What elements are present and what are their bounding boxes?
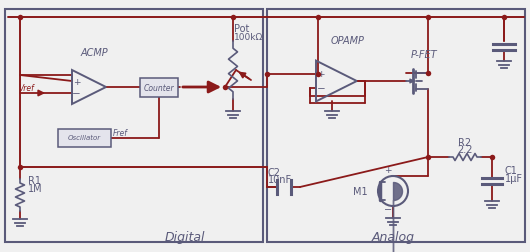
Text: 10nF: 10nF [268,174,292,184]
Text: −: − [317,84,325,94]
Text: C2: C2 [268,167,281,177]
Text: C1: C1 [505,165,518,175]
Text: Vref: Vref [18,84,34,93]
Text: −: − [72,89,81,99]
Text: 1μF: 1μF [505,173,523,183]
Text: OPAMP: OPAMP [331,36,365,46]
FancyBboxPatch shape [57,129,110,147]
Text: 100kΩ: 100kΩ [234,33,263,42]
Text: −: − [384,204,392,214]
Text: Fref: Fref [113,129,128,138]
Text: ACMP: ACMP [80,48,108,58]
Text: R2: R2 [458,137,472,147]
Text: +: + [317,70,325,79]
Text: Oscillator: Oscillator [67,135,101,141]
Text: M1: M1 [354,186,368,196]
Text: P-FET: P-FET [411,50,437,60]
Text: +: + [384,165,392,174]
Text: Digital: Digital [165,231,205,243]
FancyBboxPatch shape [139,78,179,97]
Text: Counter: Counter [144,83,174,92]
Text: 2.2: 2.2 [457,144,473,154]
Text: 1M: 1M [28,183,42,193]
Text: Analog: Analog [372,231,414,243]
Text: R1: R1 [28,175,41,185]
Text: +: + [73,77,80,86]
Text: Pot: Pot [234,24,250,34]
